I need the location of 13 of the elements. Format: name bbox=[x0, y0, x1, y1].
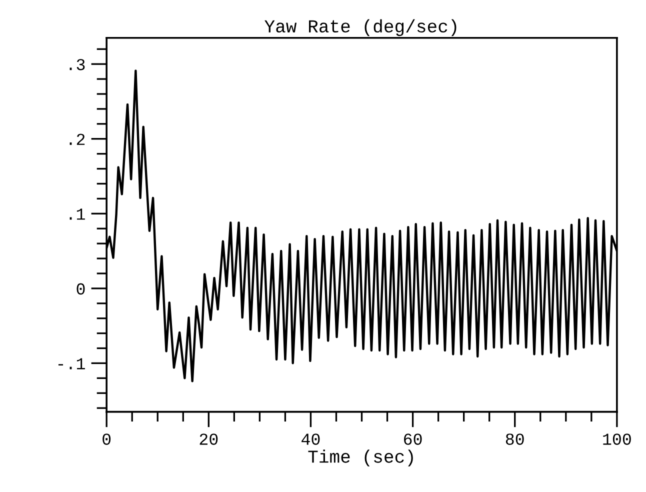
y-tick-label: .3 bbox=[70, 58, 85, 70]
y-tick-label: .2 bbox=[70, 134, 85, 145]
x-tick-label: 60 bbox=[404, 434, 422, 445]
chart-title: Yaw Rate (deg/sec) bbox=[264, 19, 456, 36]
y-tick-label: 0 bbox=[76, 283, 85, 295]
x-tick-label: 0 bbox=[102, 434, 111, 445]
x-axis-title: Time (sec) bbox=[308, 450, 413, 466]
x-tick-label: 100 bbox=[603, 434, 631, 445]
x-tick-label: 80 bbox=[506, 434, 524, 445]
y-tick-label: -.1 bbox=[58, 358, 85, 370]
y-tick-label: .1 bbox=[70, 208, 85, 220]
x-tick-label: 40 bbox=[302, 434, 320, 445]
x-tick-label: 20 bbox=[200, 434, 218, 445]
